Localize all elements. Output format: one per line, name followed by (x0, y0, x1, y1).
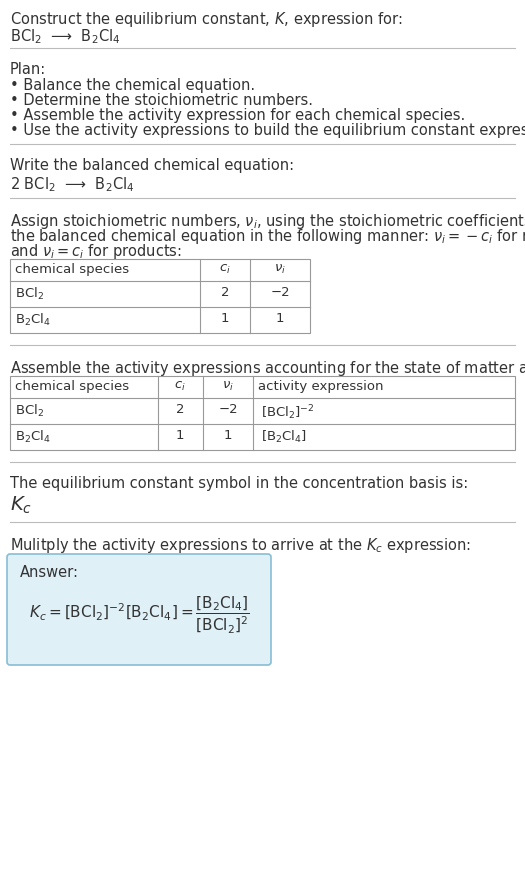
Text: Assemble the activity expressions accounting for the state of matter and $\nu_i$: Assemble the activity expressions accoun… (10, 359, 525, 378)
Text: Assign stoichiometric numbers, $\nu_i$, using the stoichiometric coefficients, $: Assign stoichiometric numbers, $\nu_i$, … (10, 212, 525, 231)
Text: $[\mathrm{B_2Cl_4}]$: $[\mathrm{B_2Cl_4}]$ (261, 429, 307, 445)
Text: activity expression: activity expression (258, 380, 383, 393)
Bar (10, 376, 515, 450)
Text: Answer:: Answer: (20, 565, 79, 580)
Bar (10, 259, 310, 333)
Text: 1: 1 (220, 312, 229, 325)
Text: $\nu_i$: $\nu_i$ (222, 380, 234, 393)
Text: Write the balanced chemical equation:: Write the balanced chemical equation: (10, 158, 294, 173)
Text: chemical species: chemical species (15, 380, 129, 393)
Text: 2: 2 (220, 286, 229, 299)
Text: $c_i$: $c_i$ (219, 263, 231, 276)
Text: 2 BCl$_2$  ⟶  B$_2$Cl$_4$: 2 BCl$_2$ ⟶ B$_2$Cl$_4$ (10, 175, 134, 194)
Text: $K_c = [\mathrm{BCl_2}]^{-2}[\mathrm{B_2Cl_4}] = \dfrac{[\mathrm{B_2Cl_4}]}{[\ma: $K_c = [\mathrm{BCl_2}]^{-2}[\mathrm{B_2… (28, 594, 249, 635)
Text: 2: 2 (176, 403, 184, 416)
Text: BCl$_2$  ⟶  B$_2$Cl$_4$: BCl$_2$ ⟶ B$_2$Cl$_4$ (10, 27, 120, 45)
Text: 1: 1 (224, 429, 232, 442)
Text: chemical species: chemical species (15, 263, 129, 276)
Text: Mulitply the activity expressions to arrive at the $K_c$ expression:: Mulitply the activity expressions to arr… (10, 536, 471, 555)
Text: B$_2$Cl$_4$: B$_2$Cl$_4$ (15, 312, 51, 328)
Text: the balanced chemical equation in the following manner: $\nu_i = -c_i$ for react: the balanced chemical equation in the fo… (10, 227, 525, 246)
Text: • Balance the chemical equation.: • Balance the chemical equation. (10, 78, 255, 93)
Text: B$_2$Cl$_4$: B$_2$Cl$_4$ (15, 429, 51, 445)
Text: $\nu_i$: $\nu_i$ (274, 263, 286, 276)
Text: Plan:: Plan: (10, 62, 46, 77)
Text: −2: −2 (270, 286, 290, 299)
Text: 1: 1 (276, 312, 284, 325)
Text: and $\nu_i = c_i$ for products:: and $\nu_i = c_i$ for products: (10, 242, 182, 261)
Text: The equilibrium constant symbol in the concentration basis is:: The equilibrium constant symbol in the c… (10, 476, 468, 491)
Text: BCl$_2$: BCl$_2$ (15, 403, 44, 420)
Text: Construct the equilibrium constant, $K$, expression for:: Construct the equilibrium constant, $K$,… (10, 10, 403, 29)
Text: • Determine the stoichiometric numbers.: • Determine the stoichiometric numbers. (10, 93, 313, 108)
Text: $K_c$: $K_c$ (10, 495, 32, 517)
Text: −2: −2 (218, 403, 238, 416)
Text: 1: 1 (176, 429, 184, 442)
Text: • Use the activity expressions to build the equilibrium constant expression.: • Use the activity expressions to build … (10, 123, 525, 138)
Text: BCl$_2$: BCl$_2$ (15, 286, 44, 302)
Text: • Assemble the activity expression for each chemical species.: • Assemble the activity expression for e… (10, 108, 465, 123)
Text: $c_i$: $c_i$ (174, 380, 186, 393)
FancyBboxPatch shape (7, 554, 271, 665)
Text: $[\mathrm{BCl_2}]^{-2}$: $[\mathrm{BCl_2}]^{-2}$ (261, 403, 314, 421)
